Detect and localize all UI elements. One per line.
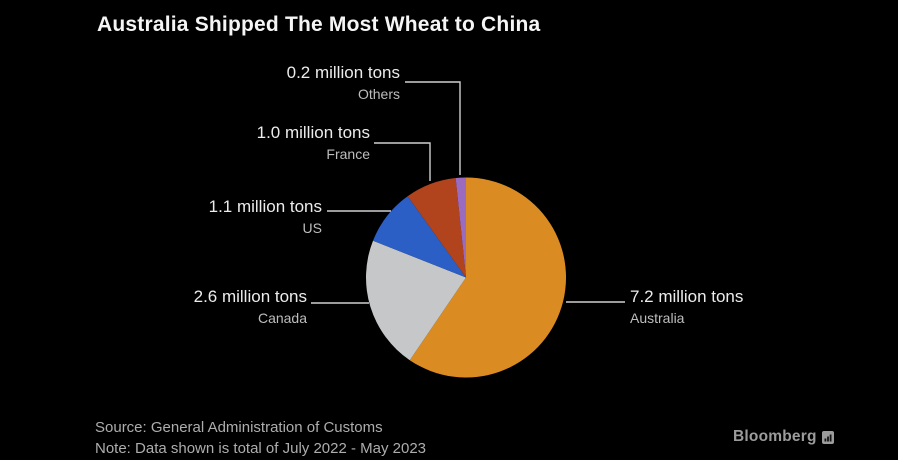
pie-slice-france xyxy=(407,178,466,278)
source-text: Source: General Administration of Custom… xyxy=(95,419,383,436)
callout-others-label: Others xyxy=(357,86,400,102)
callout-canada: 2.6 million tons Canada xyxy=(194,286,307,328)
bloomberg-wordmark: Bloomberg xyxy=(733,428,817,445)
pie-slice-us xyxy=(373,196,466,278)
callout-australia-label: Australia xyxy=(630,310,685,326)
pie-slices xyxy=(365,177,567,378)
callout-france: 1.0 million tons France xyxy=(257,122,370,164)
callout-us: 1.1 million tons US xyxy=(209,196,322,238)
note-text: Note: Data shown is total of July 2022 -… xyxy=(95,440,427,457)
callout-canada-value: 2.6 million tons xyxy=(193,287,307,306)
bloomberg-brand: Bloomberg xyxy=(733,428,834,446)
pie-slice-canada xyxy=(365,240,466,361)
chart-title: Australia Shipped The Most Wheat to Chin… xyxy=(97,13,541,36)
footer-notes: Source: General Administration of Custom… xyxy=(95,417,426,459)
callout-others-value: 0.2 million tons xyxy=(286,63,400,82)
callout-us-value: 1.1 million tons xyxy=(208,197,322,216)
callout-others: 0.2 million tons Others xyxy=(287,62,400,104)
leader-line-france xyxy=(374,142,431,181)
callout-france-value: 1.0 million tons xyxy=(256,123,370,142)
callout-australia-value: 7.2 million tons xyxy=(630,287,744,306)
pie-slice-australia xyxy=(409,177,567,378)
leader-line-others xyxy=(405,81,461,175)
bloomberg-terminal-icon xyxy=(821,430,834,444)
pie-slice-others xyxy=(455,177,466,278)
callout-us-label: US xyxy=(302,220,322,236)
callout-france-label: France xyxy=(326,146,370,162)
callout-canada-label: Canada xyxy=(257,310,307,326)
callout-australia: 7.2 million tons Australia xyxy=(630,286,743,328)
